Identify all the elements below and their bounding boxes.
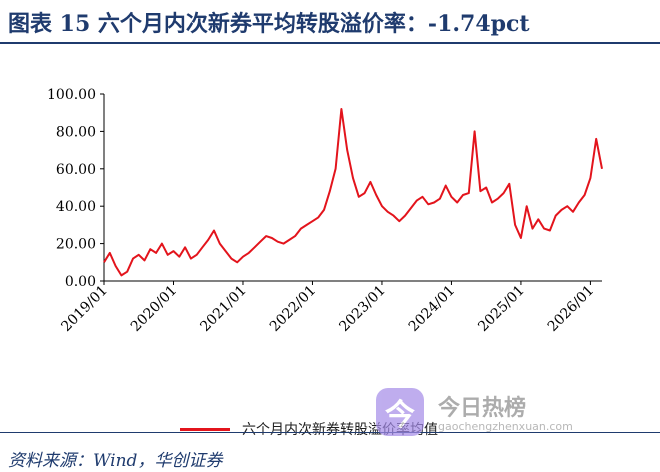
chart-area: 0.00 20.00 40.00 60.00 80.00 100.00 2019/01 20… [0, 50, 660, 438]
x-tick-label: 2022/01 [267, 283, 319, 335]
y-tick-label: 60.00 [56, 162, 96, 178]
series-layer [103, 108, 603, 277]
chart-title: 图表 15 六个月内次新券平均转股溢价率：-1.74pct [8, 11, 530, 37]
x-tick-label: 2021/01 [197, 283, 249, 335]
x-tick-label: 2020/01 [128, 283, 180, 335]
y-tick-label: 40.00 [56, 199, 96, 215]
x-tick-label: 2019/01 [58, 283, 110, 335]
chart-axes [103, 94, 602, 282]
x-tick-label: 2023/01 [336, 283, 388, 335]
x-tick-label: 2024/01 [406, 283, 458, 335]
watermark-url: gaochengzhenxuan.com [438, 420, 573, 433]
x-tick-label: 2026/01 [545, 283, 597, 335]
y-axis-ticks: 0.00 20.00 40.00 60.00 80.00 100.00 [47, 87, 104, 290]
x-axis-ticks: 2019/01 2020/01 2021/01 2022/01 2023/01 2024/… [58, 281, 597, 335]
x-tick-label: 2025/01 [475, 283, 527, 335]
y-tick-label: 100.00 [47, 87, 96, 103]
title-bar: 图表 15 六个月内次新券平均转股溢价率：-1.74pct [0, 0, 660, 44]
series-line-0 [103, 108, 603, 277]
source-note: 资料来源：Wind，华创证券 [8, 451, 223, 471]
watermark-name: 今日热榜 [438, 396, 527, 421]
legend-swatch [180, 427, 230, 431]
y-tick-label: 80.00 [56, 124, 96, 140]
title-divider [0, 42, 660, 44]
source-divider [0, 432, 660, 433]
watermark-logo-icon: 今 [376, 388, 424, 436]
y-tick-label: 0.00 [65, 274, 96, 290]
y-tick-label: 20.00 [56, 237, 96, 253]
watermark: 今 今日热榜 gaochengzhenxuan.com [376, 386, 636, 442]
